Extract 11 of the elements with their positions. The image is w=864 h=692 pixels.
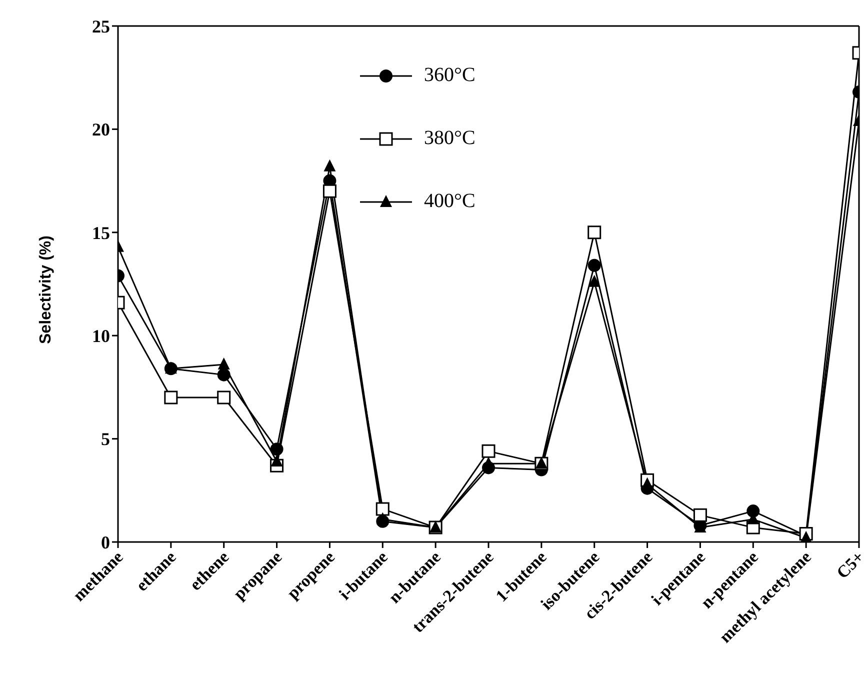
y-tick-label: 25 — [92, 16, 110, 36]
y-tick-label: 10 — [92, 326, 110, 346]
legend-label: 360°C — [424, 64, 476, 87]
x-tick-label: C5+ — [832, 547, 864, 582]
legend-label: 380°C — [424, 127, 476, 150]
y-tick-label: 5 — [101, 429, 110, 450]
legend-label: 400°C — [424, 190, 476, 213]
y-axis-title: Selectivity (%) — [38, 236, 55, 344]
y-tick-label: 15 — [92, 222, 110, 243]
y-tick-label: 0 — [101, 532, 110, 552]
y-tick-label: 20 — [92, 120, 110, 140]
